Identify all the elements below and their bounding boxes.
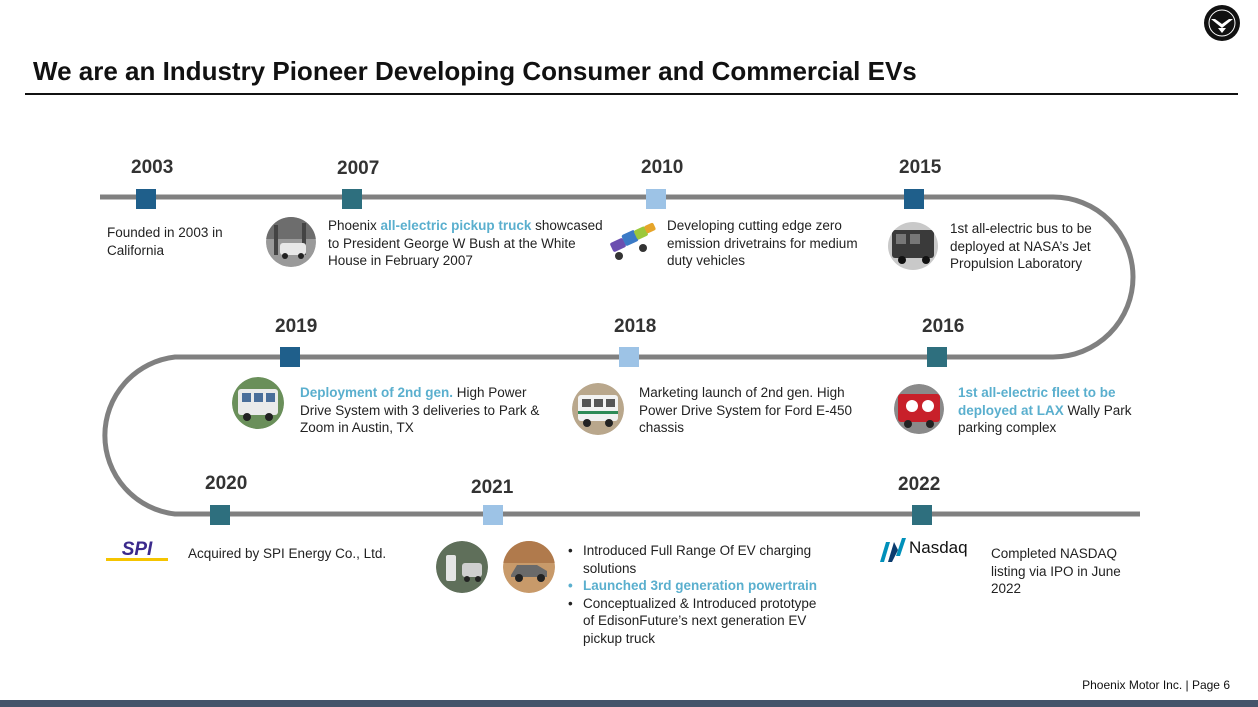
year-2016: 2016 bbox=[922, 316, 965, 337]
year-2021: 2021 bbox=[471, 477, 514, 498]
phoenix-logo-icon bbox=[1204, 5, 1240, 41]
milestone-2021-bullet-3: Conceptualized & Introduced prototype of… bbox=[565, 595, 825, 648]
year-2022: 2022 bbox=[898, 474, 941, 495]
marker-2020 bbox=[210, 505, 230, 525]
milestone-2019-text: Deployment of 2nd gen. High Power Drive … bbox=[300, 384, 550, 437]
milestone-2007-post: showcased to President George W Bush at … bbox=[328, 218, 603, 268]
year-2020: 2020 bbox=[205, 473, 248, 494]
milestone-2020-text: Acquired by SPI Energy Co., Ltd. bbox=[188, 546, 387, 561]
red-shuttle-photo-icon bbox=[894, 384, 944, 434]
marker-2021 bbox=[483, 505, 503, 525]
footer-page-label: Phoenix Motor Inc. | Page 6 bbox=[1082, 678, 1230, 692]
page-title: We are an Industry Pioneer Developing Co… bbox=[33, 56, 917, 86]
pickup-prototype-photo-icon bbox=[503, 541, 555, 593]
milestone-2022-text: Completed NASDAQ listing via IPO in June… bbox=[991, 546, 1121, 596]
milestone-2010-text: Developing cutting edge zero emission dr… bbox=[667, 218, 858, 268]
delivery-bus-photo-icon bbox=[232, 377, 284, 429]
milestone-2018-text: Marketing launch of 2nd gen. High Power … bbox=[639, 385, 853, 435]
milestone-2016-text: 1st all-electric fleet to be deployed at… bbox=[958, 384, 1148, 437]
milestone-2007-pre: Phoenix bbox=[328, 218, 381, 233]
year-2019: 2019 bbox=[275, 316, 318, 337]
year-2015: 2015 bbox=[899, 157, 942, 178]
marker-2022 bbox=[912, 505, 932, 525]
drivetrain-photo-icon bbox=[610, 222, 656, 260]
year-2018: 2018 bbox=[614, 316, 657, 337]
milestone-2003-text: Founded in 2003 in California bbox=[107, 225, 223, 258]
marker-2019 bbox=[280, 347, 300, 367]
milestone-2021-bullet-2: Launched 3rd generation powertrain bbox=[565, 577, 825, 595]
spi-logo-text: SPI bbox=[122, 539, 153, 560]
milestone-2007-text: Phoenix all-electric pickup truck showca… bbox=[328, 217, 608, 270]
pickup-truck-photo-icon bbox=[266, 217, 316, 267]
milestone-2021-list: Introduced Full Range Of EV charging sol… bbox=[565, 542, 825, 647]
marker-2003 bbox=[136, 189, 156, 209]
marker-2007 bbox=[342, 189, 362, 209]
marker-2018 bbox=[619, 347, 639, 367]
spi-logo-icon: SPI bbox=[106, 539, 168, 561]
bus-photo-icon bbox=[888, 222, 938, 270]
year-2003: 2003 bbox=[131, 157, 174, 178]
year-2010: 2010 bbox=[641, 157, 684, 178]
marker-2010 bbox=[646, 189, 666, 209]
milestone-2021-bullet-1: Introduced Full Range Of EV charging sol… bbox=[565, 542, 825, 577]
nasdaq-logo-icon bbox=[880, 538, 906, 562]
milestone-2019-highlight: Deployment of 2nd gen. bbox=[300, 385, 454, 400]
title-divider bbox=[25, 93, 1238, 95]
shuttle-bus-photo-icon bbox=[572, 383, 624, 435]
nasdaq-logo-text: Nasdaq bbox=[909, 538, 968, 557]
milestone-2016-post: Wally Park parking complex bbox=[958, 402, 1132, 436]
marker-2016 bbox=[927, 347, 947, 367]
milestone-2019-post: High Power Drive System with 3 deliverie… bbox=[300, 385, 540, 435]
milestone-2007-highlight: all-electric pickup truck bbox=[380, 218, 532, 233]
milestone-2015-text: 1st all-electric bus to be deployed at N… bbox=[950, 221, 1092, 271]
charging-station-photo-icon bbox=[436, 541, 488, 593]
footer-bar bbox=[0, 700, 1258, 707]
milestone-2016-highlight: 1st all-electric fleet to be deployed at… bbox=[958, 385, 1116, 418]
marker-2015 bbox=[904, 189, 924, 209]
year-2007: 2007 bbox=[337, 158, 380, 179]
